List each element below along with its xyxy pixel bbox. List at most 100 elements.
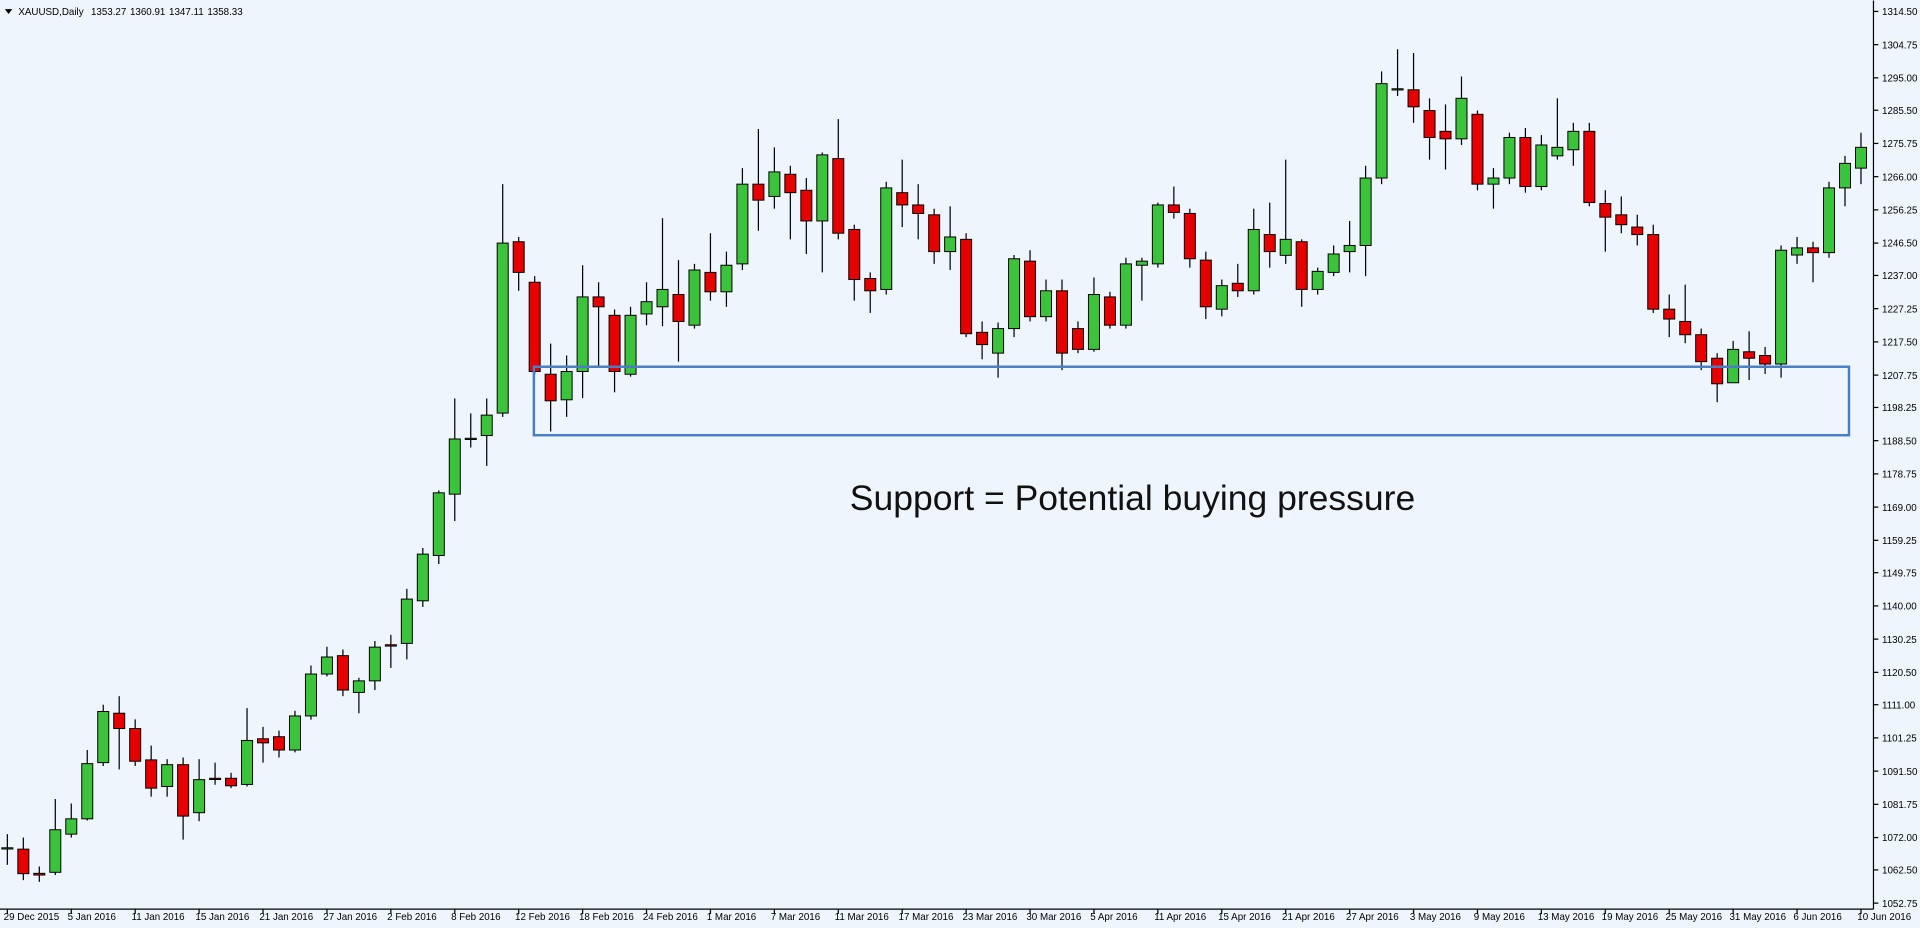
quote-high: 1360.91 [130, 7, 165, 18]
quote-close: 1358.33 [207, 7, 243, 18]
x-tick-label: 1 Mar 2016 [707, 912, 757, 923]
x-tick-label: 19 May 2016 [1602, 912, 1659, 923]
candle-body [688, 269, 701, 326]
candle-body [1471, 113, 1484, 185]
candle-body [1263, 234, 1276, 253]
candle-body [49, 829, 62, 873]
candle-body [129, 728, 142, 762]
candle-body [257, 738, 270, 744]
candle-body [273, 736, 286, 751]
candle-body [1711, 357, 1724, 385]
x-tick-label: 5 Apr 2016 [1090, 912, 1138, 923]
candle-body [848, 228, 861, 281]
x-tick-label: 11 Apr 2016 [1154, 912, 1207, 923]
candle-body [241, 739, 254, 785]
x-tick-label: 10 Jun 2016 [1857, 912, 1911, 923]
candle-body [784, 173, 797, 194]
candle-body [1439, 130, 1452, 140]
candle-body [992, 328, 1005, 354]
candle-body [864, 278, 877, 292]
candle-body [1087, 294, 1100, 350]
y-tick-label: 1149.75 [1882, 568, 1917, 579]
candle-body [65, 818, 78, 835]
candle-body [608, 314, 621, 373]
x-tick-label: 15 Apr 2016 [1218, 912, 1271, 923]
y-tick-label: 1178.75 [1882, 470, 1917, 481]
candle-body [1679, 320, 1692, 336]
y-tick-label: 1111.00 [1882, 700, 1916, 711]
candle-body [368, 646, 381, 682]
y-tick-label: 1304.75 [1882, 40, 1918, 51]
y-tick-label: 1256.25 [1882, 206, 1918, 217]
candle-body [944, 236, 957, 253]
candle-body [1375, 83, 1388, 179]
candle-body [177, 764, 190, 817]
candle-body [1854, 146, 1867, 169]
candle-body [416, 553, 429, 602]
y-tick-label: 1159.25 [1882, 536, 1917, 547]
x-tick-label: 2 Feb 2016 [387, 912, 437, 923]
candle-body [496, 242, 509, 414]
y-tick-label: 1275.75 [1882, 139, 1918, 150]
candle-body [1183, 212, 1196, 260]
x-tick-label: 5 Jan 2016 [68, 912, 117, 923]
candle-body [720, 264, 733, 293]
candle-body [560, 371, 573, 401]
menu-arrow[interactable] [4, 9, 13, 14]
candle-body [1615, 214, 1628, 226]
candle-body [1167, 204, 1180, 213]
x-tick-label: 27 Jan 2016 [323, 912, 377, 923]
y-tick-label: 1169.00 [1882, 503, 1917, 514]
y-tick-label: 1285.50 [1882, 106, 1918, 117]
candle-body [1519, 136, 1532, 188]
x-tick-label: 17 Mar 2016 [899, 912, 954, 923]
y-tick-label: 1081.75 [1882, 800, 1918, 811]
candle-body [528, 281, 541, 373]
y-tick-label: 1227.25 [1882, 304, 1918, 315]
y-tick-label: 1072.00 [1882, 833, 1918, 844]
candle-body [1391, 88, 1404, 91]
candle-body [976, 331, 989, 346]
candle-body [1487, 177, 1500, 185]
candle-body [384, 644, 397, 647]
candle-body [336, 655, 349, 691]
candle-body [704, 271, 717, 293]
x-tick-label: 18 Feb 2016 [579, 912, 634, 923]
candle-body [1279, 238, 1292, 256]
candle-body [1839, 162, 1851, 189]
candle-body [1247, 228, 1260, 292]
x-tick-label: 6 Jun 2016 [1793, 912, 1842, 923]
candle-body [304, 673, 317, 717]
candle-body [225, 777, 238, 787]
candle-body [800, 189, 813, 222]
candle-body [832, 158, 845, 234]
candle-body [816, 154, 829, 222]
candle-body [1503, 136, 1516, 179]
candle-body [544, 373, 557, 402]
x-tick-label: 21 Jan 2016 [259, 912, 313, 923]
x-tick-label: 24 Feb 2016 [643, 912, 698, 923]
candle-body [209, 777, 222, 780]
candle-body [1407, 89, 1420, 108]
candle-body [1567, 130, 1580, 151]
candle-body [1759, 355, 1772, 365]
candle-body [1599, 203, 1612, 218]
header: XAUUSD,Daily 1353.27 1360.91 1347.11 1358.33 [18, 7, 243, 18]
candle-body [512, 241, 525, 273]
candle-body [17, 848, 30, 875]
candle-body [193, 779, 206, 814]
candle-body [1343, 244, 1356, 253]
x-tick-label: 11 Mar 2016 [835, 912, 890, 923]
candle-body [1, 847, 14, 850]
y-tick-label: 1217.50 [1882, 338, 1918, 349]
y-tick-label: 1266.00 [1882, 172, 1918, 183]
y-tick-label: 1207.75 [1882, 371, 1918, 382]
candle-body [464, 437, 477, 441]
candle-body [1231, 282, 1244, 292]
y-tick-label: 1130.25 [1882, 635, 1917, 646]
candle-body [1743, 351, 1756, 359]
candle-body [1663, 308, 1676, 320]
y-tick-label: 1120.50 [1882, 668, 1917, 679]
x-tick-label: 13 May 2016 [1538, 912, 1595, 923]
